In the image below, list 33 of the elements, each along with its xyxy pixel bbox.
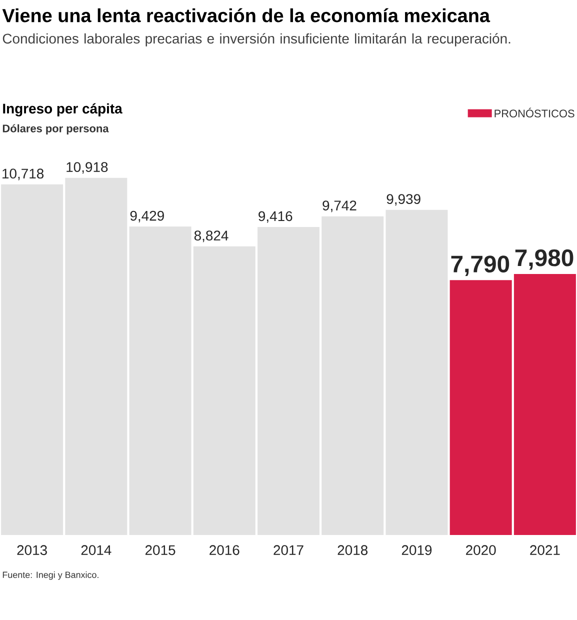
x-tick-label: 2018 bbox=[338, 545, 368, 556]
data-label: 7,790 bbox=[451, 256, 510, 276]
x-tick-label: 2014 bbox=[81, 545, 112, 556]
y-axis-title: Dólares por persona bbox=[2, 124, 109, 134]
data-label: 9,429 bbox=[130, 210, 164, 222]
data-label: 9,742 bbox=[322, 200, 356, 212]
data-label: 9,416 bbox=[258, 211, 292, 223]
bar bbox=[65, 178, 128, 535]
data-label: 10,918 bbox=[66, 162, 108, 174]
x-tick-label: 2016 bbox=[210, 545, 240, 556]
text: Ingreso per cápita bbox=[3, 103, 122, 116]
chart-subtitle: Condiciones laborales precarias e inversión insuficiente limitarán la recuperación. bbox=[2, 33, 510, 46]
x-tick-label: 2019 bbox=[402, 545, 432, 556]
x-tick-label: 2021 bbox=[530, 545, 560, 556]
data-label: 9,939 bbox=[386, 194, 420, 206]
x-tick-label: 2015 bbox=[145, 545, 176, 556]
bar bbox=[322, 216, 384, 535]
bar bbox=[193, 246, 256, 535]
bar bbox=[129, 226, 192, 535]
x-tick-label: 2017 bbox=[274, 545, 304, 556]
x-tick-label: 2020 bbox=[466, 545, 496, 556]
bar bbox=[257, 226, 320, 535]
data-label: 7,980 bbox=[515, 249, 574, 270]
x-tick-label: 2013 bbox=[17, 545, 47, 556]
bar bbox=[514, 274, 576, 535]
bar bbox=[450, 280, 512, 535]
legend-label: PRONÓSTICOS bbox=[494, 108, 574, 118]
bar bbox=[1, 184, 64, 535]
data-label: 8,824 bbox=[194, 230, 228, 242]
bar bbox=[386, 210, 448, 535]
data-label: 10,718 bbox=[2, 168, 44, 180]
chart-title: Viene una lenta reactivación de la economía mexicana bbox=[2, 8, 490, 22]
source-note: Fuente: Inegi y Banxico. bbox=[2, 571, 98, 580]
